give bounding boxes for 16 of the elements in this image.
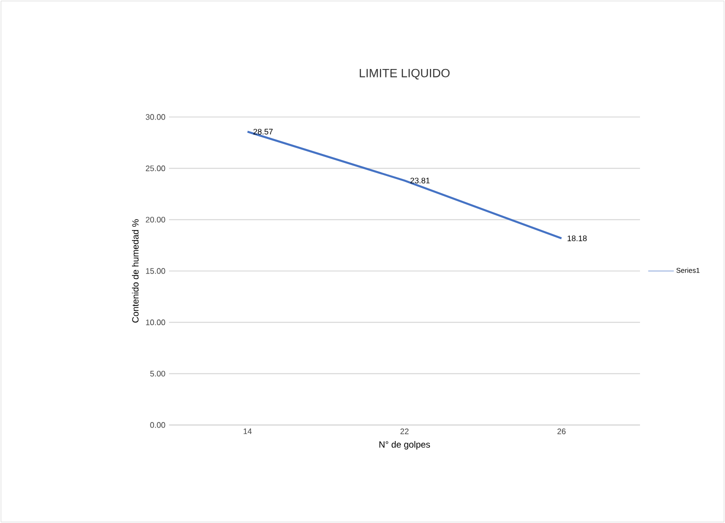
y-axis-title: Contenido de humedad % xyxy=(132,219,139,323)
data-label: 18.18 xyxy=(568,236,587,242)
y-tick-label: 5.00 xyxy=(150,370,166,376)
y-tick-label: 15.00 xyxy=(146,268,166,274)
y-tick-label: 10.00 xyxy=(146,320,166,326)
x-tick-label: 14 xyxy=(244,428,252,434)
x-axis-title: N° de golpes xyxy=(379,441,430,450)
x-tick-label: 26 xyxy=(557,428,566,434)
data-label: 28.57 xyxy=(253,128,273,135)
y-tick-label: 25.00 xyxy=(146,166,166,172)
chart-title: LIMITE LIQUIDO xyxy=(360,68,450,80)
y-tick-label: 20.00 xyxy=(146,216,166,222)
y-tick-label: 0.00 xyxy=(150,422,166,428)
x-tick-label: 22 xyxy=(400,428,409,434)
data-label: 23.81 xyxy=(410,178,430,184)
y-tick-label: 30.00 xyxy=(146,114,166,120)
